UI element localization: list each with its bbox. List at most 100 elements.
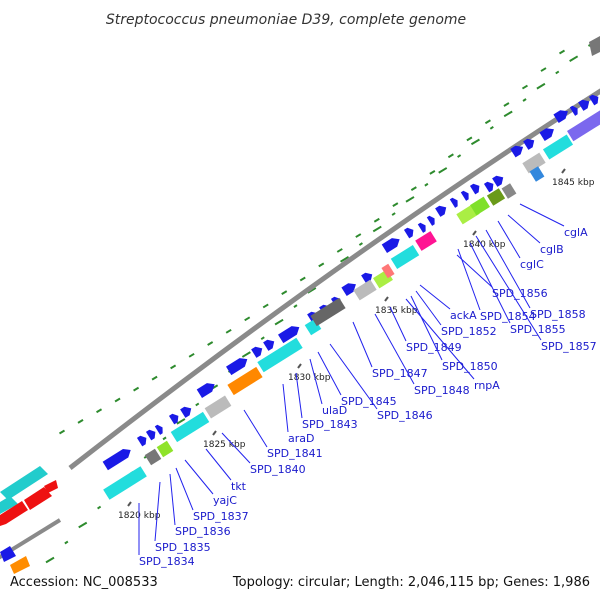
ring-tick [355, 233, 362, 238]
leader-line [317, 351, 342, 396]
ring-tick [340, 256, 350, 263]
ring-tick [133, 386, 140, 392]
leader-line [485, 229, 531, 309]
gene-block [103, 466, 147, 500]
leader-line [519, 203, 565, 227]
ring-tick [170, 364, 177, 370]
ring-tick [521, 84, 528, 90]
ring-tick [392, 202, 399, 208]
left-gene-cluster [0, 466, 58, 574]
outer-strand-genes [102, 94, 599, 471]
ring-tick [260, 336, 265, 341]
leader-line [169, 473, 176, 526]
gene-label: SPD_1858 [530, 308, 586, 321]
kbp-tick [127, 501, 132, 507]
gene-label: SPD_1857 [541, 340, 597, 353]
gene-label: SPD_1834 [139, 555, 195, 568]
leader-line [352, 321, 373, 368]
inner-strand-genes [103, 108, 600, 500]
ring-tick [536, 82, 546, 90]
gene-label: SPD_1850 [442, 360, 498, 373]
gene-block [0, 546, 16, 562]
gene-block [196, 383, 215, 399]
leader-line [295, 372, 303, 419]
ring-tick [424, 182, 429, 187]
gene-block [553, 110, 568, 123]
leader-line [221, 432, 251, 464]
gene-block [263, 339, 275, 351]
gene-block [278, 326, 300, 344]
leader-line [243, 409, 268, 448]
ring-tick [307, 287, 317, 294]
kbp-tick [472, 230, 477, 236]
kbp-tick [297, 363, 302, 369]
leader-line [456, 254, 493, 288]
gene-label: cglB [540, 243, 564, 256]
ring-tick [466, 136, 473, 142]
gene-label: cglA [564, 226, 588, 239]
gene-label: cglC [520, 258, 544, 271]
map-title: Streptococcus pneumoniae D39, complete g… [106, 12, 466, 28]
ring-tick [225, 328, 232, 334]
ring-tick [241, 351, 251, 358]
gene-block [24, 487, 52, 510]
leader-line [374, 313, 415, 385]
leader-line [405, 298, 475, 380]
gene-label: SPD_1835 [155, 541, 211, 554]
gene-label: SPD_1843 [302, 418, 358, 431]
gene-label: SPD_1837 [193, 510, 249, 523]
gene-label: SPD_1846 [377, 409, 433, 422]
leader-line [282, 383, 289, 433]
gene-block [44, 480, 58, 493]
gene-block [0, 466, 48, 500]
gene-block [415, 231, 437, 251]
gene-block [310, 297, 346, 327]
accession-text: Accession: NC_008533 [10, 575, 158, 590]
gene-block [469, 183, 480, 195]
ring-tick [447, 153, 454, 159]
leader-line [410, 295, 443, 361]
leader-line [415, 290, 442, 326]
ring-tick [372, 225, 382, 233]
gene-block [569, 105, 578, 116]
ring-tick [176, 418, 186, 425]
ring-tick [405, 196, 415, 203]
ring-tick [114, 397, 121, 403]
ring-tick [336, 248, 343, 253]
leader-line [419, 284, 451, 310]
ring-tick [58, 429, 66, 435]
gene-label: ackA [450, 309, 477, 322]
gene-label: SPD_1848 [414, 384, 470, 397]
leader-line [497, 220, 521, 259]
gene-label: SPD_1854 [480, 310, 536, 323]
ring-tick [274, 318, 284, 326]
gene-block [381, 238, 400, 254]
leader-line [475, 235, 542, 341]
ring-tick [569, 55, 579, 62]
ring-tick [391, 212, 396, 216]
gene-block [154, 424, 163, 435]
ring-tick [293, 304, 298, 308]
gene-block [486, 188, 506, 206]
genome-info-text: Topology: circular; Length: 2,046,115 bp… [232, 575, 590, 590]
gene-block [204, 395, 232, 419]
gene-block [180, 406, 192, 418]
ring-tick [151, 375, 158, 381]
gene-block [426, 215, 435, 226]
leader-line [329, 343, 378, 410]
gene-label: SPD_1836 [175, 525, 231, 538]
ring-tick [373, 217, 380, 223]
gene-block [435, 205, 447, 217]
gene-block [0, 501, 28, 526]
gene-block [168, 413, 179, 425]
ring-tick [457, 154, 462, 158]
gene-block [470, 196, 490, 216]
ring-tick [64, 540, 69, 545]
gene-block [578, 99, 590, 111]
gene-block [341, 283, 356, 296]
ring-tick [318, 262, 325, 268]
gene-block [381, 263, 395, 279]
